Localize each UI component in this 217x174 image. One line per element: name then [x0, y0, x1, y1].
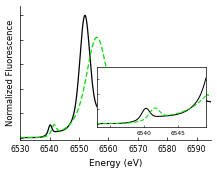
X-axis label: Energy (eV): Energy (eV) [89, 159, 143, 168]
Y-axis label: Normalized Fluorescence: Normalized Fluorescence [6, 20, 15, 126]
